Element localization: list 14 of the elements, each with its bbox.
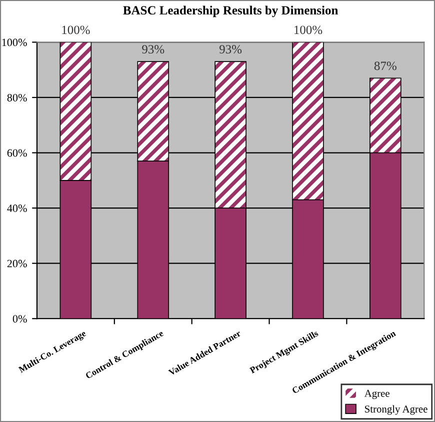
legend-label: Strongly Agree xyxy=(365,405,428,415)
y-tick-label: 100% xyxy=(2,38,27,46)
total-label: 93% xyxy=(219,45,242,54)
y-tick-label: 60% xyxy=(7,149,27,157)
legend-label: Agree xyxy=(364,390,390,400)
total-label: 100% xyxy=(62,26,90,34)
total-label: 87% xyxy=(374,62,396,70)
y-tick-label: 0% xyxy=(12,315,27,323)
y-tick-label: 20% xyxy=(7,260,27,268)
y-tick-label: 40% xyxy=(7,204,27,212)
y-tick-label: 80% xyxy=(7,94,27,102)
total-label: 93% xyxy=(142,45,164,54)
total-label: 100% xyxy=(294,26,322,34)
chart-title: BASC Leadership Results by Dimension xyxy=(123,6,338,18)
